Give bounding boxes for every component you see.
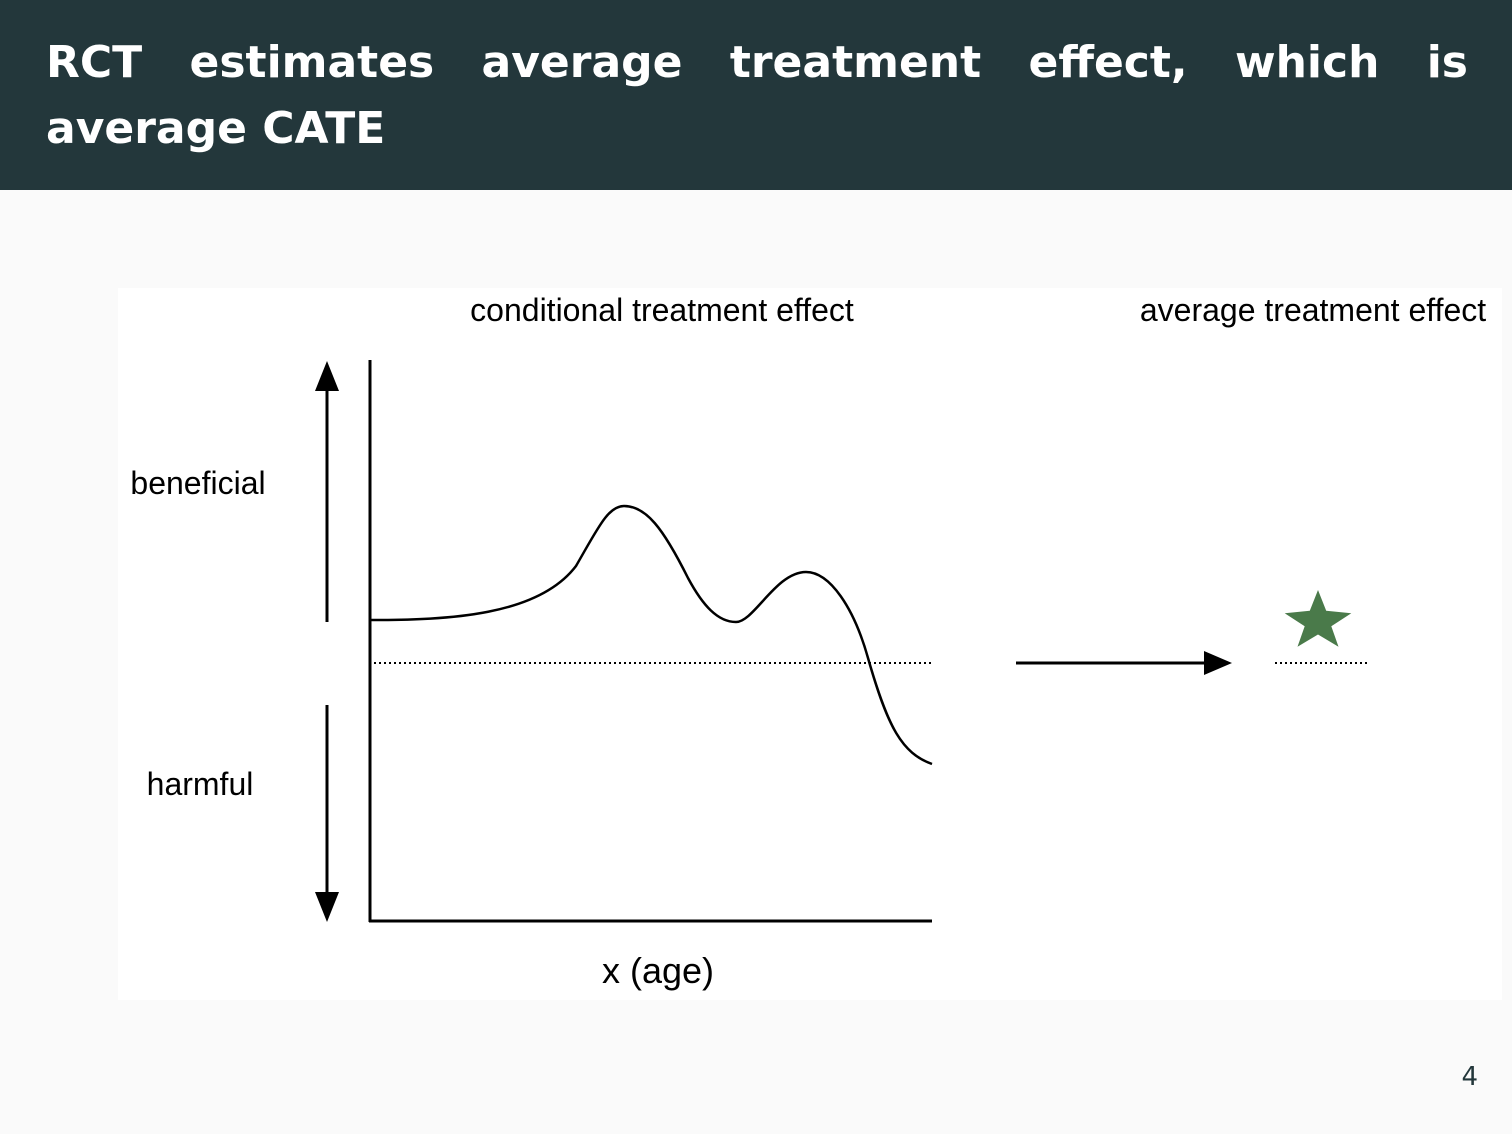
- harmful-arrow: [315, 705, 339, 922]
- averaging-arrow: [1016, 651, 1232, 675]
- cate-heading: conditional treatment effect: [470, 292, 854, 328]
- star-icon: [1284, 590, 1352, 647]
- slide-title: RCT estimates average treatment effect, …: [46, 37, 1468, 154]
- ate-heading: average treatment effect: [1140, 292, 1486, 328]
- harmful-label: harmful: [147, 766, 254, 802]
- x-axis-label: x (age): [602, 950, 714, 991]
- beneficial-label: beneficial: [130, 465, 265, 501]
- slide-header: RCT estimates average treatment effect, …: [0, 0, 1512, 190]
- beneficial-arrow: [315, 361, 339, 622]
- diagram-panel: conditional treatment effect average tre…: [118, 288, 1502, 1000]
- treatment-effect-diagram: conditional treatment effect average tre…: [130, 292, 1486, 991]
- cate-curve: [370, 504, 933, 766]
- page-number: 4: [1461, 1062, 1478, 1092]
